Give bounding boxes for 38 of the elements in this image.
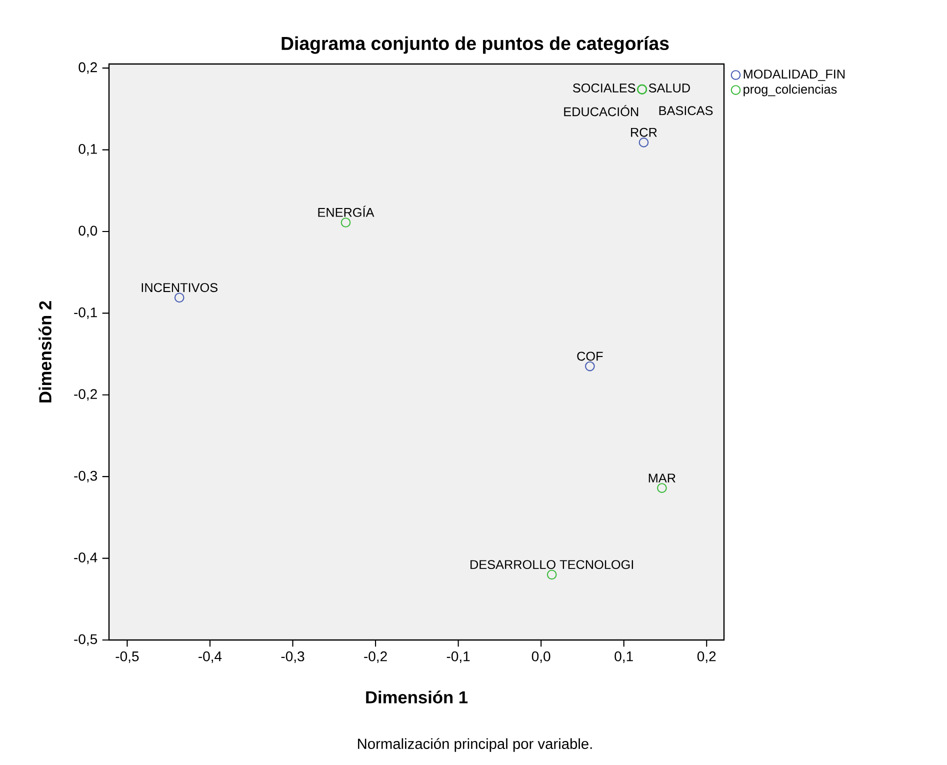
annotation: COF <box>577 352 603 361</box>
point <box>584 361 595 372</box>
x-axis-title: Dimensión 1 <box>366 690 468 704</box>
annotation: EDUCACIÓN <box>564 105 638 116</box>
point <box>546 570 557 580</box>
legend-label: prog_colciencias <box>744 84 837 96</box>
point <box>174 292 184 303</box>
x-tick-label: -0,3 <box>281 651 304 663</box>
annotation: DESARROLLO TECNOLOGI <box>470 560 633 570</box>
annotation: BASICAS <box>659 106 713 116</box>
y-tick-label: -0,2 <box>74 389 97 401</box>
y-tick-label: -0,5 <box>74 634 98 646</box>
y-axis-title: Dimensión 2 <box>38 301 52 402</box>
annotation: ENERGÍA <box>318 206 374 217</box>
annotation: INCENTIVOS <box>142 283 218 292</box>
x-tick-label: -0,4 <box>198 651 222 663</box>
x-tick-label: -0,5 <box>116 651 139 663</box>
y-tick-label: 0,2 <box>78 62 97 74</box>
y-tick-label: -0,4 <box>74 552 98 564</box>
x-tick-label: -0,2 <box>364 651 387 663</box>
annotation: SOCIALES <box>573 84 636 92</box>
x-tick-label: 0,1 <box>614 651 633 663</box>
y-tick-label: -0,3 <box>74 470 98 482</box>
point <box>340 218 351 228</box>
x-tick-label: 0,0 <box>532 651 550 663</box>
chart-title: Diagrama conjunto de puntos de categorías <box>282 36 669 54</box>
legend-label: MODALIDAD_FIN <box>744 70 845 81</box>
text: Normalización principal por variable. <box>358 738 592 752</box>
annotation: RCR <box>631 128 657 137</box>
y-tick-label: 0,1 <box>78 144 97 156</box>
x-tick-label: 0,2 <box>697 651 716 663</box>
x-tick-label: -0,1 <box>446 651 470 663</box>
point <box>638 138 649 148</box>
annotation: SALUD <box>648 84 690 92</box>
annotation: MAR <box>648 474 676 482</box>
point <box>656 483 667 493</box>
y-tick-label: 0,0 <box>78 226 98 238</box>
y-tick-label: -0,1 <box>74 307 97 319</box>
